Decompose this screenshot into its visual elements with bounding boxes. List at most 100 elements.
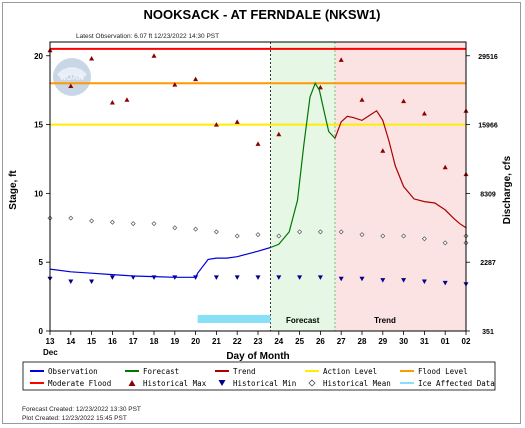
series-line-forecast	[270, 81, 336, 249]
historical-mean-point-19	[442, 240, 448, 246]
series-line-trend	[334, 109, 467, 229]
historical-mean-point-9	[234, 233, 240, 239]
y-tick-label-3: 15	[34, 121, 43, 130]
legend-swatch-historical-mean	[308, 379, 316, 387]
historical-max-point-16	[401, 98, 407, 104]
historical-min-point-9	[234, 275, 240, 280]
historical-max-point-4	[124, 97, 130, 102]
historical-mean-point-11	[276, 233, 282, 239]
x-tick-label-14: 27	[337, 337, 346, 346]
historical-mean-point-4	[130, 221, 136, 227]
historical-max-point-13	[338, 57, 344, 62]
logo-text: NOAA	[60, 73, 84, 82]
logo-circle	[53, 58, 91, 96]
axes: 13 14 15 16 17 18 19 20 21 22 23 24 25 26 27 28 29 30 31 01…	[34, 52, 498, 346]
historical-min-point-10	[255, 275, 261, 280]
latest-observation-text: Latest Observation: 6.07 ft 12/23/2022 1…	[76, 33, 219, 40]
historical-mean-point-17	[401, 233, 407, 239]
historical-min-point-12	[297, 275, 303, 280]
legend-label-historical-mean: Historical Mean	[323, 379, 391, 388]
x-axis-label: Day of Month	[226, 351, 289, 362]
historical-mean-point-18	[421, 236, 427, 242]
y2-tick-label-1: 2287	[480, 260, 496, 267]
legend-label-historical-max: Historical Max	[143, 379, 207, 388]
historical-max-point-18	[442, 164, 448, 170]
y2-tick-label-0: 351	[482, 329, 494, 336]
y-tick-label-2: 10	[34, 189, 43, 198]
x-tick-label-18: 31	[420, 337, 429, 346]
y-tick-label-1: 5	[39, 258, 44, 267]
historical-max-point-14	[359, 97, 365, 102]
threshold-lines	[50, 47, 466, 126]
legend-label-observation: Observation	[48, 367, 98, 376]
historical-min-point-3	[109, 275, 115, 280]
chart-title: NOOKSACK - AT FERNDALE (NKSW1)	[144, 7, 381, 22]
x-tick-label-5: 18	[150, 337, 159, 346]
historical-mean-point-12	[297, 229, 303, 235]
plot-created-text: Plot Created: 12/23/2022 15:45 PST	[22, 415, 127, 422]
y2-axis-label: Discharge, cfs	[502, 155, 513, 224]
x-tick-label-0: 13	[46, 337, 55, 346]
historical-min-point-2	[89, 279, 95, 284]
legend-swatch-historical-max	[128, 380, 136, 386]
forecast-regions: Forecast Trend	[197, 42, 466, 331]
x-tick-label-8: 21	[212, 337, 221, 346]
historical-mean-point-13	[317, 229, 323, 235]
y2-tick-label-2: 8309	[480, 191, 496, 198]
logo-bird	[57, 67, 87, 80]
historical-min-point-14	[338, 276, 344, 282]
historical-max-point-15	[380, 148, 386, 153]
x-tick-label-12: 25	[295, 337, 304, 346]
y-axis-label: Stage, ft	[8, 170, 19, 210]
chart-frame	[2, 2, 521, 424]
legend-swatch-historical-min	[218, 380, 226, 386]
historical-max-point-7	[193, 76, 199, 82]
historical-mean-point-2	[89, 218, 95, 224]
x-tick-label-19: 01	[441, 337, 450, 346]
historical-mean-point-14	[338, 229, 344, 235]
x-tick-label-6: 19	[170, 337, 179, 346]
historical-min-point-8	[213, 275, 219, 280]
trend-region	[334, 42, 466, 331]
historical-mean-point-1	[68, 215, 74, 221]
historical-max-point-10	[255, 141, 261, 146]
historical-min-point-11	[276, 275, 282, 280]
historical-max-point-6	[172, 82, 178, 87]
y2-tick-label-4: 29516	[478, 54, 498, 61]
x-tick-label-7: 20	[191, 337, 200, 346]
legend: Observation Forecast Trend Action Level Floo…	[30, 367, 495, 388]
historical-min-point-13	[317, 275, 323, 280]
historical-min-point-17	[401, 278, 407, 283]
historical-mean-point-5	[151, 221, 157, 227]
y2-tick-label-3: 15966	[478, 123, 498, 130]
historical-max-point-12	[317, 84, 323, 90]
historical-max-point-17	[421, 111, 427, 116]
historical-min-point-16	[380, 278, 386, 283]
x-tick-label-4: 17	[129, 337, 138, 346]
legend-label-forecast: Forecast	[143, 367, 179, 376]
historical-mean-point-6	[172, 225, 178, 231]
x-tick-label-2: 15	[87, 337, 96, 346]
legend-label-trend: Trend	[233, 367, 256, 376]
x-tick-label-13: 26	[316, 337, 325, 346]
ice-affected-bar	[197, 315, 271, 323]
x-tick-label-1: 14	[66, 337, 75, 346]
legend-label-historical-min: Historical Min	[233, 379, 296, 388]
historical-max-point-11	[276, 131, 282, 137]
y-tick-label-4: 20	[34, 52, 43, 61]
x-tick-label-9: 22	[233, 337, 242, 346]
historical-max-point-9	[234, 119, 240, 124]
forecast-region	[270, 42, 335, 331]
y-tick-label-0: 0	[39, 327, 44, 336]
data-series	[49, 81, 467, 278]
historical-min-point-18	[421, 279, 427, 284]
x-tick-label-20: 02	[462, 337, 471, 346]
forecast-region-label: Forecast	[286, 316, 320, 325]
x-tick-label-17: 30	[399, 337, 408, 346]
forecast-created-text: Forecast Created: 12/23/2022 13:30 PST	[22, 406, 141, 413]
historical-min-point-1	[68, 279, 74, 284]
historical-max-point-2	[89, 56, 95, 61]
legend-label-flood-level: Flood Level	[418, 367, 468, 376]
historical-max-point-3	[109, 100, 115, 105]
